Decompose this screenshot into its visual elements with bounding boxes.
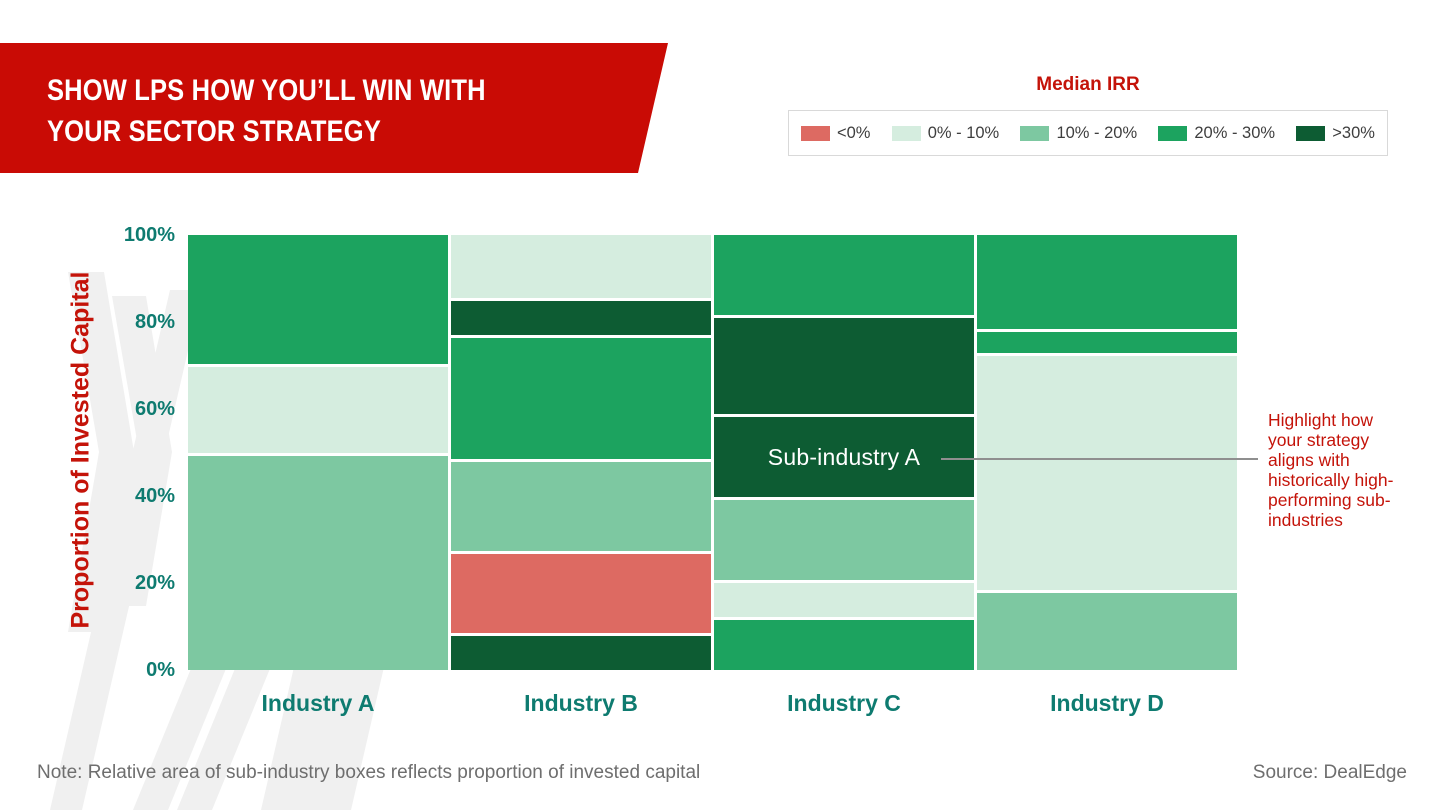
title-banner: SHOW LPS HOW YOU’LL WIN WITH YOUR SECTOR… [0,43,668,173]
legend-item: 10% - 20% [1020,124,1137,143]
mekko-chart: Sub-industry A [188,235,1237,670]
legend-swatch [801,125,830,141]
legend-label: 20% - 30% [1194,123,1276,142]
bar-segment [977,593,1237,670]
legend-swatch [1020,125,1050,141]
legend-label: 0% - 10% [927,123,1000,142]
bar-segment [451,462,711,551]
y-axis-tick: 20% [134,572,175,594]
y-axis-ticks: 100% 80% 60% 40% 20% 0% [60,224,175,681]
y-axis-tick: 80% [134,311,175,333]
bar-segment [714,317,974,415]
y-axis-tick: 0% [146,659,175,681]
highlighted-segment-label: Sub-industry A [767,443,921,470]
legend-item: <0% [801,124,870,143]
legend-item: >30% [1296,124,1375,143]
legend-label: >30% [1332,123,1375,142]
source-credit: Source: DealEdge [1252,762,1407,783]
bar-segment [451,636,711,670]
legend-label: <0% [837,123,871,142]
bar-segment [188,366,448,453]
legend: <0% 0% - 10% 10% - 20% 20% - 30% >30% [788,110,1388,156]
callout-annotation: Highlight how your strategy aligns with … [1268,410,1394,530]
bar-segment [714,235,974,315]
bar-segment [977,331,1237,354]
x-axis-label: Industry B [524,690,638,716]
y-axis-tick: 40% [134,485,175,507]
bar-segment [714,582,974,617]
bar-segment [451,553,711,634]
y-axis-tick: 100% [123,224,175,246]
bar-column: Sub-industry A [714,235,974,670]
legend-item: 20% - 30% [1158,124,1275,143]
bar-segment [714,619,974,670]
bar-segment [451,337,711,460]
page-title-line2: YOUR SECTOR STRATEGY [47,115,381,148]
x-axis-labels: Industry A Industry B Industry C Industry D [188,690,1237,717]
legend-swatch [1296,125,1326,141]
bar-segment [451,301,711,335]
bar-segment [451,235,711,298]
legend-title: Median IRR [1036,74,1140,95]
legend-swatch [891,125,921,141]
y-axis-tick: 60% [134,398,175,420]
footnote: Note: Relative area of sub-industry boxe… [37,762,701,783]
x-axis-label: Industry C [787,690,901,716]
bar-segment [188,455,448,670]
legend-item: 0% - 10% [891,123,1000,143]
bar-segment [714,500,974,580]
bar-segment [977,356,1237,591]
page-title-line1: SHOW LPS HOW YOU’LL WIN WITH [47,74,486,107]
legend-swatch [1158,125,1188,141]
x-axis-label: Industry D [1050,690,1164,716]
callout-connector-line [941,458,1258,460]
legend-label: 10% - 20% [1056,123,1138,142]
bar-column [188,235,448,670]
bar-segment: Sub-industry A [714,417,974,498]
page-title: SHOW LPS HOW YOU’LL WIN WITH YOUR SECTOR… [47,70,486,152]
bar-column [977,235,1237,670]
bar-column [451,235,711,670]
x-axis-label: Industry A [261,690,375,716]
bar-segment [188,235,448,364]
bar-segment [977,235,1237,329]
